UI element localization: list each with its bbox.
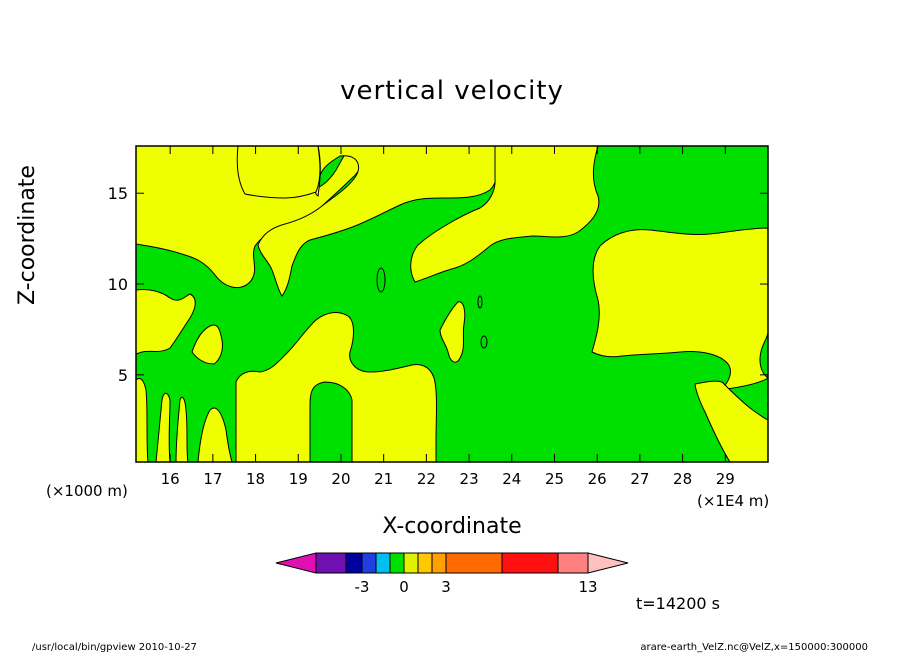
x-tick-label: 24	[502, 470, 521, 488]
green-island-3	[480, 335, 488, 349]
x-unit-label: (×1000 m)	[46, 482, 128, 500]
x-tick-label: 21	[374, 470, 393, 488]
contour-regions	[135, 145, 769, 463]
green-islands	[376, 267, 488, 349]
x-tick-label: 23	[460, 470, 479, 488]
colorbar-label: 13	[578, 578, 597, 596]
yellow-region-lower-left	[235, 312, 437, 463]
colorbar-segment	[375, 552, 391, 574]
colorbar-label: -3	[355, 578, 370, 596]
green-island-1	[376, 267, 386, 293]
axes: 16 17 18 19 20 21 22 23 24 25 26 27 28 29 5 10 15	[108, 146, 768, 488]
yellow-region-bottom-strip-d	[197, 407, 233, 463]
colorbar-segment	[345, 552, 363, 574]
x-tick-label: 18	[246, 470, 265, 488]
yellow-region-bottom-strip-a	[135, 377, 149, 463]
yellow-region-bottom-strip-c	[175, 396, 189, 463]
footer-left: /usr/local/bin/gpview 2010-10-27	[32, 642, 197, 653]
x-tick-label: 29	[716, 470, 735, 488]
y-tick-label: 10	[108, 275, 128, 294]
x-tick-label: 16	[161, 470, 180, 488]
y-axis-label: Z-coordinate	[15, 165, 41, 305]
x-tick-label: 28	[673, 470, 692, 488]
colorbar-segment	[417, 552, 433, 574]
colorbar-segment	[557, 552, 589, 574]
x-tick-label: 25	[545, 470, 564, 488]
y-tick-label: 5	[118, 366, 128, 385]
green-island-2	[477, 295, 483, 309]
yellow-region-lower-right	[694, 380, 769, 463]
x-tick-label: 20	[331, 470, 350, 488]
colorbar-label: 3	[441, 578, 451, 596]
time-label: t=14200 s	[636, 594, 720, 613]
colorbar-segment	[445, 552, 503, 574]
yellow-region-mid-left	[135, 289, 196, 355]
footer-right: arare-earth_VelZ.nc@VelZ,x=150000:300000	[640, 642, 868, 653]
colorbar-segment	[361, 552, 377, 574]
colorbar-segment	[431, 552, 447, 574]
yellow-region-top-right	[410, 145, 600, 283]
x-tick-label: 19	[289, 470, 308, 488]
yellow-region-bottom-strip-b	[155, 392, 171, 463]
x-tick-label: 17	[203, 470, 222, 488]
colorbar-segment	[501, 552, 559, 574]
plot-frame	[135, 145, 769, 463]
x-tick-label: 26	[588, 470, 607, 488]
x-axis-label: X-coordinate	[382, 514, 522, 539]
yellow-region-middle-small	[439, 301, 466, 363]
chart-title: vertical velocity	[340, 76, 564, 106]
colorbar-segment	[403, 552, 419, 574]
colorbar-segment	[315, 552, 347, 574]
x-multiplier-label: (×1E4 m)	[697, 492, 770, 510]
colorbar-segment	[389, 552, 405, 574]
colorbar-label: 0	[399, 578, 409, 596]
yellow-region-small-left	[191, 324, 223, 365]
yellow-region-top-left-upper	[236, 145, 321, 199]
colorbar-arrow-right	[587, 552, 629, 574]
y-tick-label: 15	[108, 184, 128, 203]
colorbar-arrow-left	[275, 552, 317, 574]
x-tick-label: 27	[630, 470, 649, 488]
colorbar: -3 0 3 13	[275, 552, 629, 596]
x-tick-label: 22	[417, 470, 436, 488]
